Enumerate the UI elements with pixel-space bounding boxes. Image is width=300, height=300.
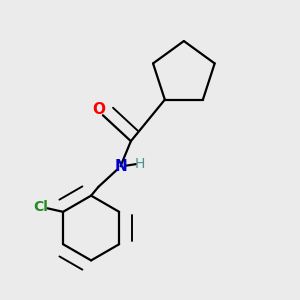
Text: O: O <box>92 103 105 118</box>
Text: N: N <box>114 159 127 174</box>
Text: Cl: Cl <box>34 200 48 214</box>
Text: H: H <box>134 157 145 171</box>
